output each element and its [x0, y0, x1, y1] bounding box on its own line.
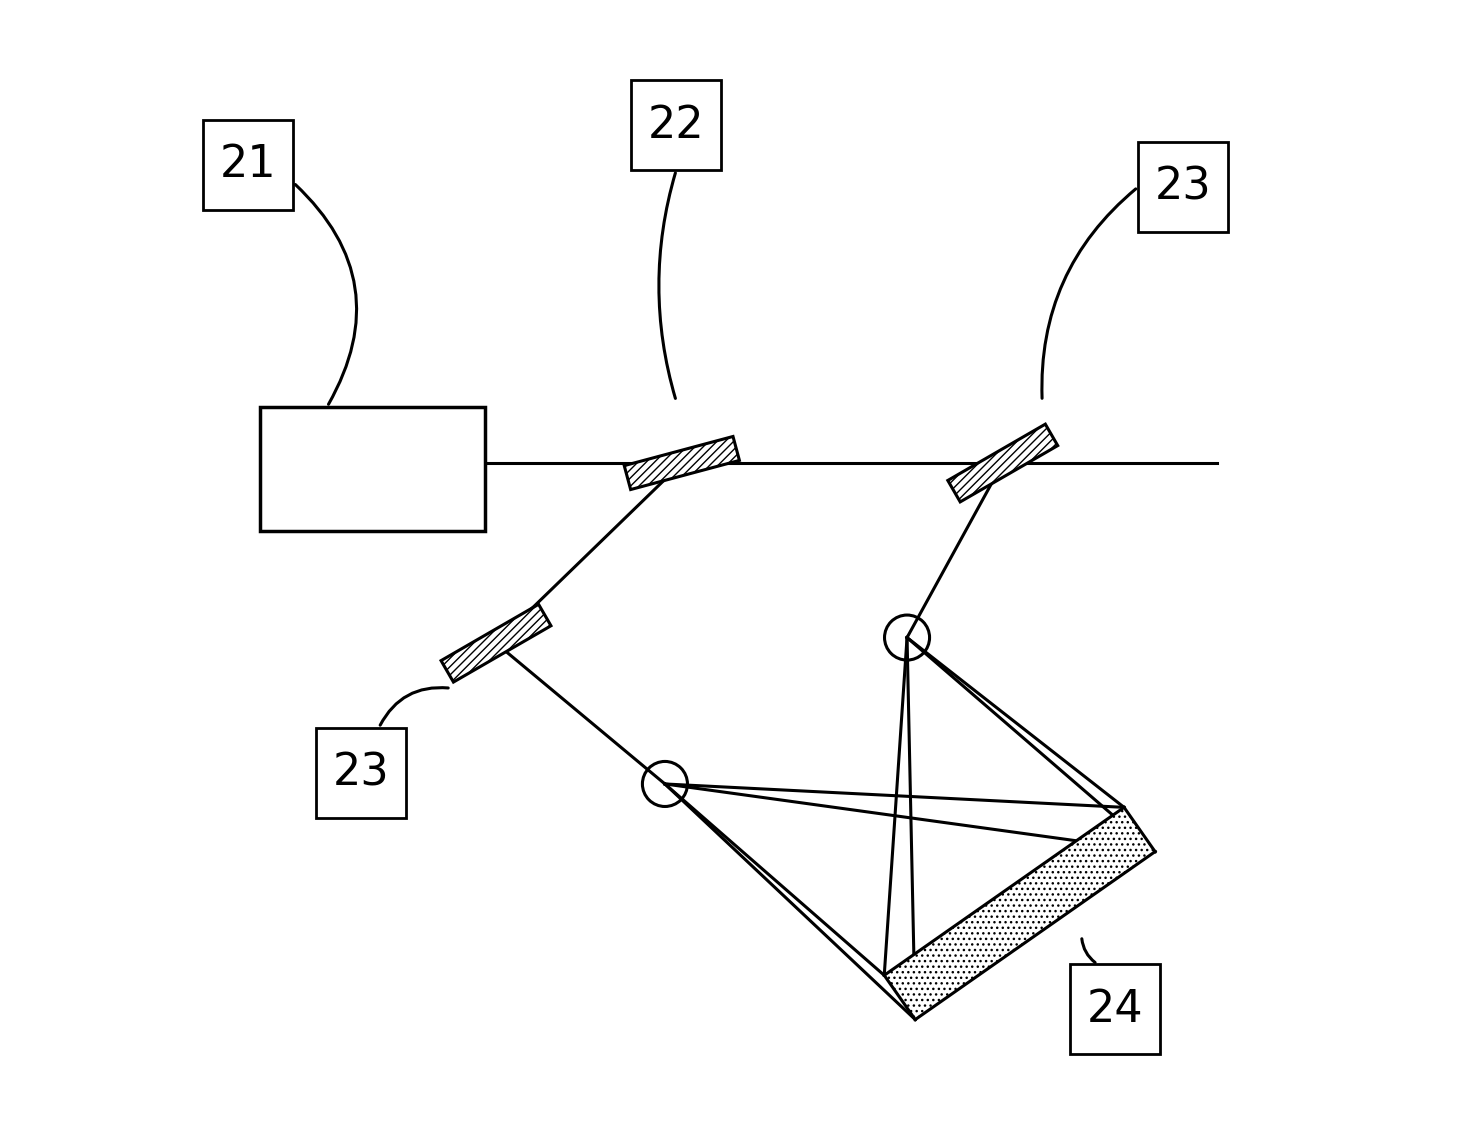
Text: 23: 23 — [333, 751, 390, 795]
FancyBboxPatch shape — [204, 120, 293, 210]
Polygon shape — [441, 604, 551, 682]
Text: 22: 22 — [648, 104, 705, 147]
FancyBboxPatch shape — [1138, 142, 1228, 233]
Text: 23: 23 — [1154, 165, 1212, 209]
FancyBboxPatch shape — [631, 80, 721, 170]
Text: 24: 24 — [1087, 987, 1144, 1031]
FancyBboxPatch shape — [1071, 964, 1160, 1054]
Polygon shape — [885, 807, 1154, 1019]
FancyBboxPatch shape — [316, 727, 406, 817]
Polygon shape — [948, 424, 1058, 502]
Text: 21: 21 — [220, 144, 277, 186]
Polygon shape — [624, 437, 740, 489]
FancyBboxPatch shape — [259, 407, 485, 530]
